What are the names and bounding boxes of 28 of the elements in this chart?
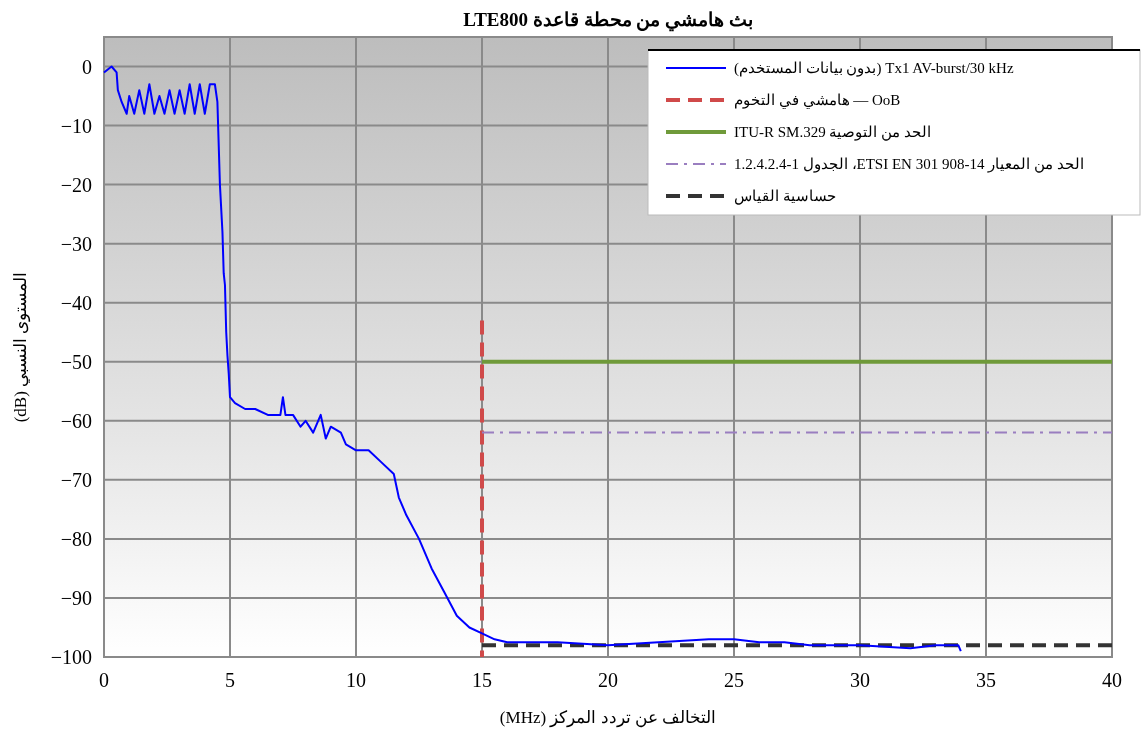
y-tick-label: −40 xyxy=(60,291,92,314)
y-tick-label: −50 xyxy=(60,350,92,373)
x-tick-label: 20 xyxy=(598,669,618,691)
y-tick-label: −20 xyxy=(60,173,92,196)
legend-label: Tx1 AV-burst/30 kHz (بدون بيانات المستخدم) xyxy=(734,60,1014,77)
x-tick-label: 25 xyxy=(724,669,744,691)
chart-title: بث هامشي من محطة قاعدة LTE800 xyxy=(463,9,753,32)
x-tick-label: 15 xyxy=(472,669,492,691)
y-axis-title: المستوى النسبي (dB) xyxy=(11,271,31,423)
legend-label: الحد من المعيار ETSI EN 301 908-14، الجدول 1-1.2.4.2.4 xyxy=(734,156,1084,173)
legend-label: الحد من التوصية ITU-R SM.329 xyxy=(734,124,931,141)
x-axis-title: التخالف عن تردد المركز (MHz) xyxy=(499,708,717,728)
y-tick-label: −70 xyxy=(60,468,92,491)
y-tick-label: −10 xyxy=(60,114,92,137)
y-tick-label: −30 xyxy=(60,232,92,255)
x-tick-label: 0 xyxy=(99,669,109,691)
y-tick-label: −100 xyxy=(50,646,92,668)
y-tick-label: −80 xyxy=(60,527,92,550)
y-tick-label: 0 xyxy=(82,55,92,78)
y-tick-label: −60 xyxy=(60,409,92,432)
x-tick-label: 5 xyxy=(225,669,235,691)
legend-label: OoB — هامشي في التخوم xyxy=(734,92,901,109)
x-tick-label: 35 xyxy=(976,669,996,691)
x-tick-label: 30 xyxy=(850,669,870,691)
x-tick-label: 40 xyxy=(1102,669,1122,691)
x-tick-label: 10 xyxy=(346,669,366,691)
y-tick-label: −90 xyxy=(60,586,92,609)
legend-label: حساسية القياس xyxy=(734,188,836,205)
